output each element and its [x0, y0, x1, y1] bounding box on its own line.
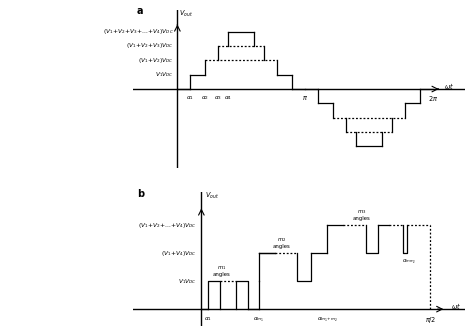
Text: $V_1V_{DC}$: $V_1V_{DC}$: [155, 70, 173, 79]
Text: $\alpha_{m_1}$: $\alpha_{m_1}$: [253, 315, 264, 324]
Text: a: a: [137, 6, 143, 16]
Text: $V_1V_{DC}$: $V_1V_{DC}$: [178, 277, 197, 286]
Text: $\alpha_1$: $\alpha_1$: [186, 94, 194, 102]
Text: $\alpha_{m_1\!+\!m_2}$: $\alpha_{m_1\!+\!m_2}$: [317, 315, 338, 324]
Text: $\alpha_1$: $\alpha_1$: [204, 315, 212, 323]
Text: $(V_1\!+\!V_2\!+\!\ldots\!+\!V_4)V_{DC}$: $(V_1\!+\!V_2\!+\!\ldots\!+\!V_4)V_{DC}$: [138, 221, 197, 229]
Text: $(V_1\!+\!V_4)V_{DC}$: $(V_1\!+\!V_4)V_{DC}$: [161, 249, 197, 258]
Text: $(V_1\!+\!V_2\!+\!V_3\!+\!\ldots\!+\!V_4)V_{DC}$: $(V_1\!+\!V_2\!+\!V_3\!+\!\ldots\!+\!V_4…: [103, 27, 173, 36]
Text: $\pi$: $\pi$: [302, 94, 308, 102]
Text: $2\pi$: $2\pi$: [428, 94, 438, 103]
Text: $\alpha_4$: $\alpha_4$: [224, 94, 233, 102]
Text: $m_3$
angles: $m_3$ angles: [353, 208, 370, 221]
Text: $\omega t$: $\omega t$: [444, 81, 454, 91]
Text: $(V_1\!+\!V_2)V_{DC}$: $(V_1\!+\!V_2)V_{DC}$: [138, 56, 173, 65]
Text: $\pi/2$: $\pi/2$: [425, 315, 436, 325]
Text: $m_2$
angles: $m_2$ angles: [273, 236, 291, 249]
Text: $m_1$
angles: $m_1$ angles: [213, 264, 231, 277]
Text: $\omega t$: $\omega t$: [451, 301, 461, 311]
Text: $V_{out}$: $V_{out}$: [179, 9, 193, 19]
Text: $(V_1\!+\!V_2\!+\!V_3)V_{DC}$: $(V_1\!+\!V_2\!+\!V_3)V_{DC}$: [126, 41, 173, 50]
Text: $\alpha_{mm_2}$: $\alpha_{mm_2}$: [402, 257, 417, 266]
Text: $\alpha_2$: $\alpha_2$: [201, 94, 210, 102]
Text: $V_{out}$: $V_{out}$: [205, 191, 219, 201]
Text: b: b: [137, 189, 145, 199]
Text: $\alpha_3$: $\alpha_3$: [214, 94, 222, 102]
